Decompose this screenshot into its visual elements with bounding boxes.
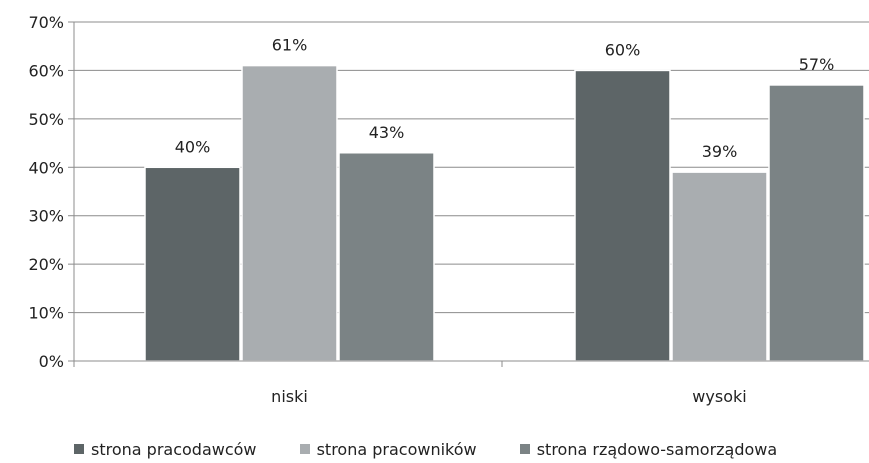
data-label: 43% [369, 123, 405, 142]
legend-swatch-government [519, 444, 530, 454]
legend-label-employers: strona pracodawców [91, 440, 257, 459]
y-tick-label: 10% [28, 304, 64, 323]
legend-label-government: strona rządowo-samorządowa [536, 440, 778, 459]
data-labels: 40% 61% 43% 60% 39% 57% [175, 36, 835, 162]
axes [73, 22, 869, 367]
legend-item-employers: strona pracodawców [74, 440, 257, 459]
data-label: 39% [702, 142, 738, 161]
bar [768, 84, 865, 362]
category-labels: niski wysoki [271, 387, 747, 406]
bar [671, 171, 768, 362]
bar [338, 152, 435, 362]
category-label: wysoki [692, 387, 746, 406]
y-axis-tick-labels: 0% 10% 20% 30% 40% 50% 60% 70% [28, 13, 64, 371]
y-tick-label: 30% [28, 207, 64, 226]
bars [144, 64, 865, 362]
legend-swatch-employees [299, 444, 310, 454]
y-tick-label: 0% [39, 352, 64, 371]
y-tick-label: 20% [28, 255, 64, 274]
bar [574, 69, 671, 362]
y-tick-label: 70% [28, 13, 64, 32]
bar [241, 64, 338, 362]
y-tick-label: 60% [28, 61, 64, 80]
y-tick-label: 40% [28, 158, 64, 177]
bar [144, 166, 241, 362]
data-label: 57% [799, 55, 835, 74]
category-label: niski [271, 387, 308, 406]
data-label: 60% [605, 40, 641, 59]
legend-item-employees: strona pracowników [299, 440, 477, 459]
legend-item-government: strona rządowo-samorządowa [519, 440, 778, 459]
data-label: 40% [175, 137, 211, 156]
y-tick-label: 50% [28, 110, 64, 129]
data-label: 61% [272, 36, 308, 55]
legend-swatch-employers [74, 444, 84, 454]
legend: strona pracodawców strona pracowników st… [74, 440, 869, 462]
legend-label-employees: strona pracowników [316, 440, 477, 459]
